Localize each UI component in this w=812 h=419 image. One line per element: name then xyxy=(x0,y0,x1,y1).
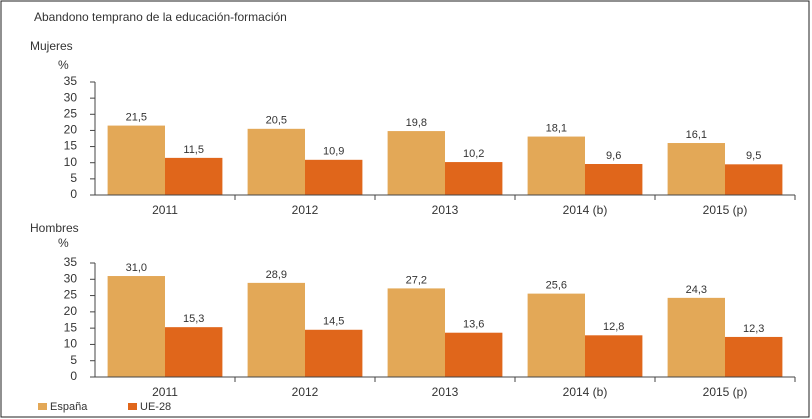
x-tick-label: 2014 (b) xyxy=(563,385,608,399)
data-label: 11,5 xyxy=(183,144,204,156)
x-tick-label: 2012 xyxy=(292,385,319,399)
data-label: 9,5 xyxy=(746,150,761,162)
data-label: 10,9 xyxy=(323,146,344,158)
bar xyxy=(387,288,445,377)
bar xyxy=(165,157,223,195)
y-tick-label: 30 xyxy=(64,271,78,285)
y-tick-label: 15 xyxy=(64,139,78,153)
x-tick-label: 2012 xyxy=(292,203,319,217)
chart-title: Mujeres xyxy=(30,39,73,53)
bar xyxy=(305,159,363,195)
y-tick-label: 35 xyxy=(64,74,78,88)
y-tick-label: 30 xyxy=(64,90,78,104)
x-tick-label: 2011 xyxy=(152,385,178,399)
chart-title: Hombres xyxy=(30,221,79,235)
x-tick-label: 2015 (p) xyxy=(703,203,748,217)
y-tick-label: 10 xyxy=(64,337,78,351)
bar xyxy=(445,162,503,195)
y-axis-label: % xyxy=(58,58,69,72)
x-tick-label: 2013 xyxy=(432,385,459,399)
bar xyxy=(725,164,783,195)
bar xyxy=(107,125,165,195)
legend-label: UE-28 xyxy=(140,401,171,413)
data-label: 12,3 xyxy=(743,323,764,335)
x-tick-label: 2013 xyxy=(432,203,459,217)
bar xyxy=(527,293,585,377)
y-tick-label: 10 xyxy=(64,155,78,169)
legend-swatch xyxy=(128,403,137,410)
y-tick-label: 25 xyxy=(64,106,78,120)
data-label: 25,6 xyxy=(546,280,567,292)
data-label: 19,8 xyxy=(406,117,427,129)
bar xyxy=(527,136,585,195)
bar xyxy=(247,128,305,195)
page-title: Abandono temprano de la educación-formac… xyxy=(34,10,287,24)
x-tick-label: 2011 xyxy=(152,203,178,217)
data-label: 12,8 xyxy=(603,321,624,333)
data-label: 20,5 xyxy=(266,115,287,127)
data-label: 13,6 xyxy=(463,319,484,331)
y-tick-label: 5 xyxy=(70,353,77,367)
bar xyxy=(445,332,503,377)
bar xyxy=(585,335,643,377)
data-label: 10,2 xyxy=(463,148,484,160)
data-label: 14,5 xyxy=(323,316,344,328)
bar xyxy=(667,143,725,195)
bar xyxy=(107,276,165,377)
data-label: 9,6 xyxy=(606,150,621,162)
y-tick-label: 5 xyxy=(70,171,77,185)
y-tick-label: 0 xyxy=(70,369,77,383)
bar xyxy=(165,327,223,377)
data-label: 21,5 xyxy=(126,111,147,123)
bar xyxy=(667,297,725,377)
data-label: 24,3 xyxy=(686,284,707,296)
legend-label: España xyxy=(50,401,88,413)
y-tick-label: 20 xyxy=(64,123,78,137)
data-label: 27,2 xyxy=(406,274,427,286)
bar xyxy=(387,131,445,195)
x-tick-label: 2015 (p) xyxy=(703,385,748,399)
bar xyxy=(305,329,363,377)
x-tick-label: 2014 (b) xyxy=(563,203,608,217)
data-label: 15,3 xyxy=(183,313,204,325)
y-axis-label: % xyxy=(58,236,69,250)
bar xyxy=(585,164,643,195)
data-label: 16,1 xyxy=(686,129,707,141)
data-label: 31,0 xyxy=(126,262,147,274)
y-tick-label: 20 xyxy=(64,304,78,318)
data-label: 28,9 xyxy=(266,269,287,281)
y-tick-label: 35 xyxy=(64,255,78,269)
y-tick-label: 25 xyxy=(64,288,78,302)
y-tick-label: 15 xyxy=(64,320,78,334)
bar xyxy=(725,336,783,377)
y-tick-label: 0 xyxy=(70,187,77,201)
data-label: 18,1 xyxy=(546,122,567,134)
bar xyxy=(247,282,305,377)
legend-swatch xyxy=(38,403,47,410)
